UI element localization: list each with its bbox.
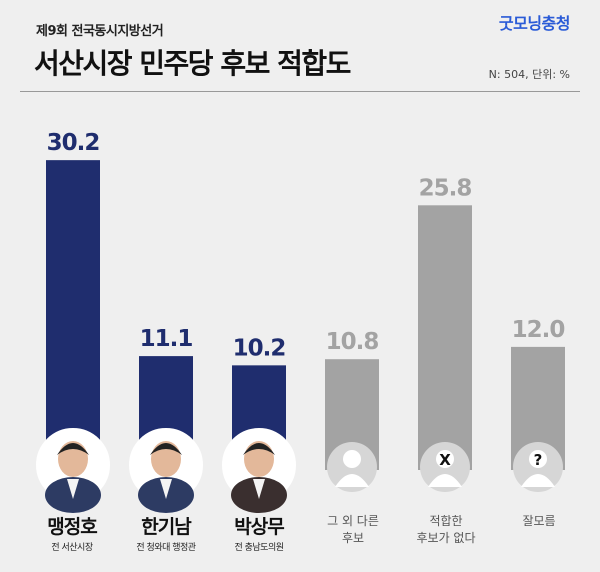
person-silhouette-icon [327,442,377,492]
option-label: 잘모름 [484,513,594,530]
bar [46,160,100,470]
candidate-name: 맹정호 [47,516,97,538]
option-label-line: 잘모름 [522,514,556,528]
candidate-name: 박상무 [234,516,284,538]
option-label: 적합한 후보가 없다 [391,513,501,547]
photo-shirt [67,479,79,499]
icon-head [343,450,361,468]
bar-value-label: 11.1 [140,326,193,352]
bar-value-label: 10.2 [233,335,286,361]
bar [418,205,472,471]
header-divider [20,91,580,92]
icon-head [529,450,547,468]
icon-glyph: ? [534,451,543,469]
candidate-description: 전 청와대 행정관 [136,543,196,553]
question-mark-icon: ? [513,442,563,492]
icon-body [521,474,555,487]
bar-value-label: 30.2 [47,130,100,156]
bar-value-label: 12.0 [512,317,565,343]
icon-glyph: X [439,451,451,469]
option-label-line: 후보가 없다 [416,531,476,545]
candidate-photo [222,428,296,513]
photo-hair [243,443,275,455]
photo-shirt [253,479,265,499]
icon-body [428,474,462,487]
candidate-description: 전 충남도의원 [234,543,284,553]
option-label-line: 적합한 [429,514,463,528]
brand-logo: 굿모닝충청 [498,14,571,33]
option-label-line: 그 외 다른 [327,514,379,528]
sample-note: N: 504, 단위: % [488,68,570,81]
chart-title: 서산시장 민주당 후보 적합도 [34,47,351,80]
candidate-photo [129,428,203,513]
photo-hair [150,443,182,455]
candidate-name: 한기남 [141,516,191,538]
option-label-line: 후보 [341,531,365,545]
icon-body [335,474,369,487]
bar-value-label: 25.8 [419,175,472,201]
candidate-photo [36,428,110,513]
photo-shirt [160,479,172,499]
icon-head [436,450,454,468]
candidate-description: 전 서산시장 [51,543,93,553]
x-mark-icon: X [420,442,470,492]
option-label: 그 외 다른 후보 [298,513,408,547]
bar-value-label: 10.8 [326,329,379,355]
photo-hair [57,443,89,455]
chart-subtitle: 제9회 전국동시지방선거 [36,24,164,39]
